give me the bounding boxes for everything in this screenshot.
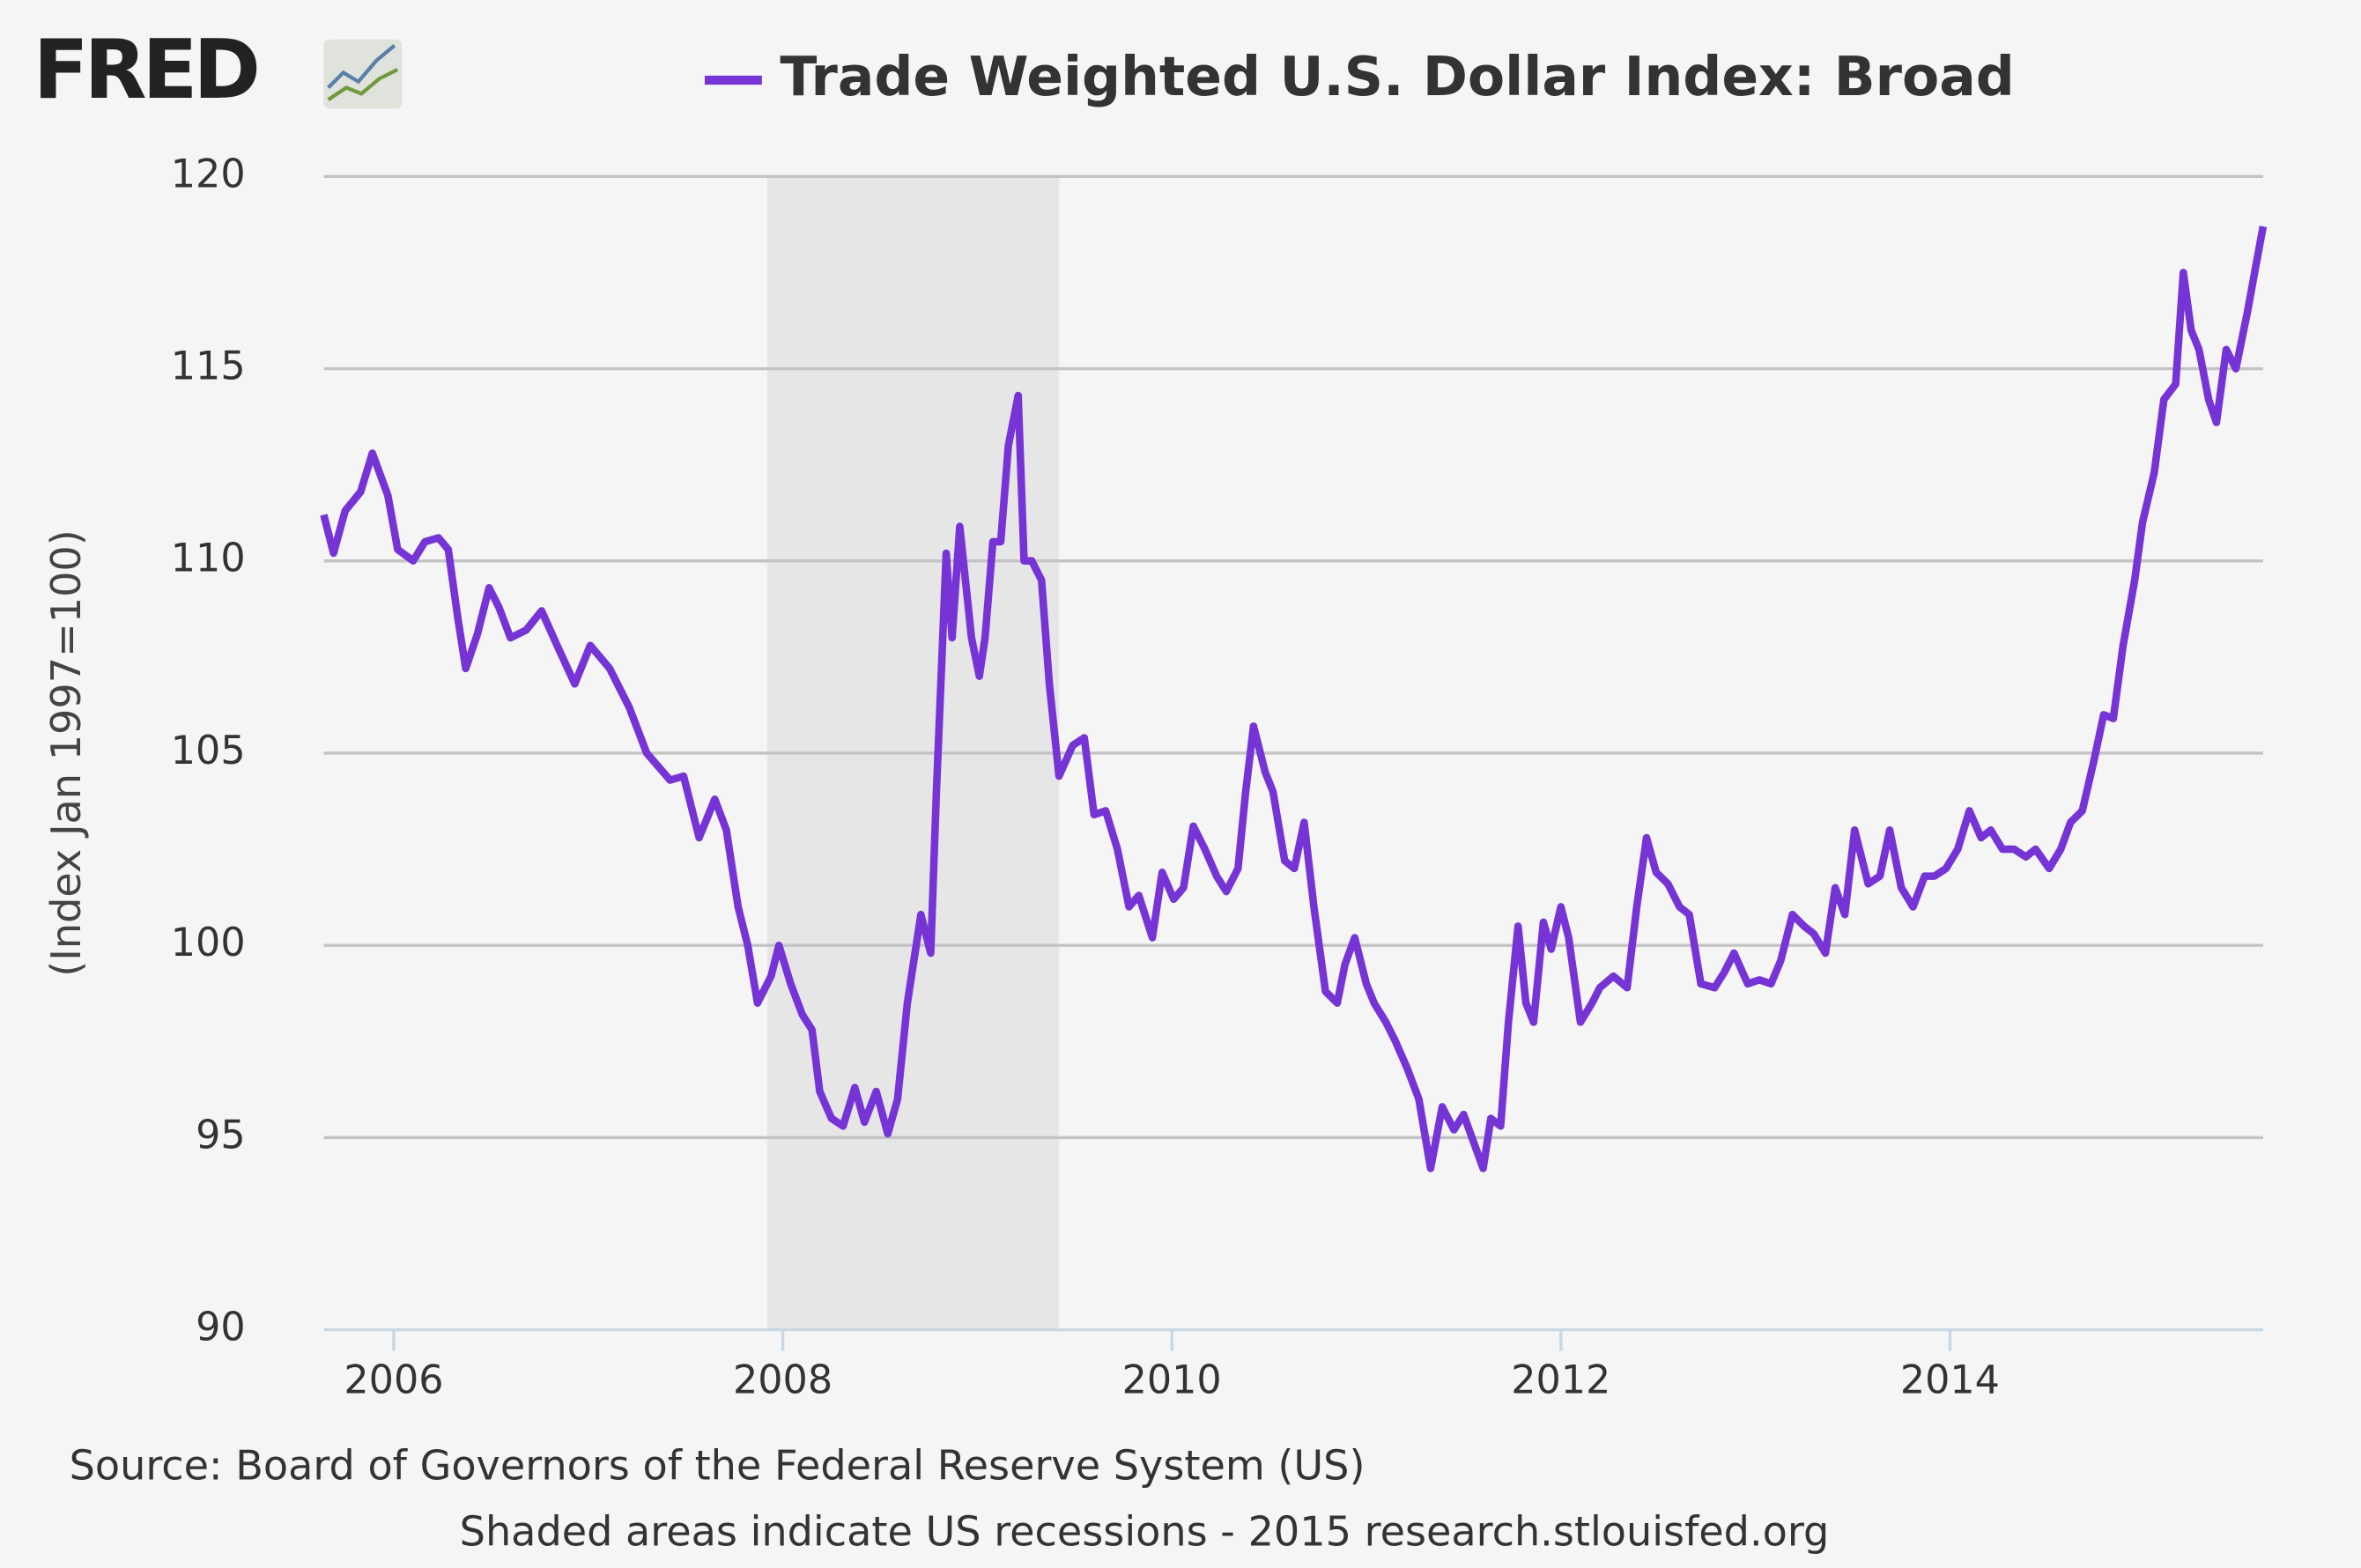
y-tick-label: 120 xyxy=(171,152,246,196)
source: Source: Board of Governors of the Federa… xyxy=(70,1441,1366,1489)
logo: FRED xyxy=(33,22,257,117)
y-tick-label: 100 xyxy=(171,921,246,965)
y-tick-label: 115 xyxy=(171,344,246,389)
y-tick-label: 110 xyxy=(171,536,246,581)
series-line xyxy=(320,226,2268,1172)
note: Shaded areas indicate US recessions - 20… xyxy=(460,1508,1830,1556)
legend-label: Trade Weighted U.S. Dollar Index: Broad xyxy=(780,45,2014,108)
y-axis-label: (Index Jan 1997=100) xyxy=(42,529,90,976)
x-tick-label: 2006 xyxy=(344,1357,443,1402)
y-tick-label: 95 xyxy=(196,1113,246,1158)
y-tick-label: 105 xyxy=(171,729,246,773)
x-tick-label: 2008 xyxy=(733,1357,833,1402)
x-tick-label: 2012 xyxy=(1511,1357,1610,1402)
x-tick-label: 2014 xyxy=(1900,1357,2000,1402)
logo-icon xyxy=(323,39,403,109)
x-tick-label: 2010 xyxy=(1122,1357,1222,1402)
y-tick-label: 90 xyxy=(196,1305,246,1350)
